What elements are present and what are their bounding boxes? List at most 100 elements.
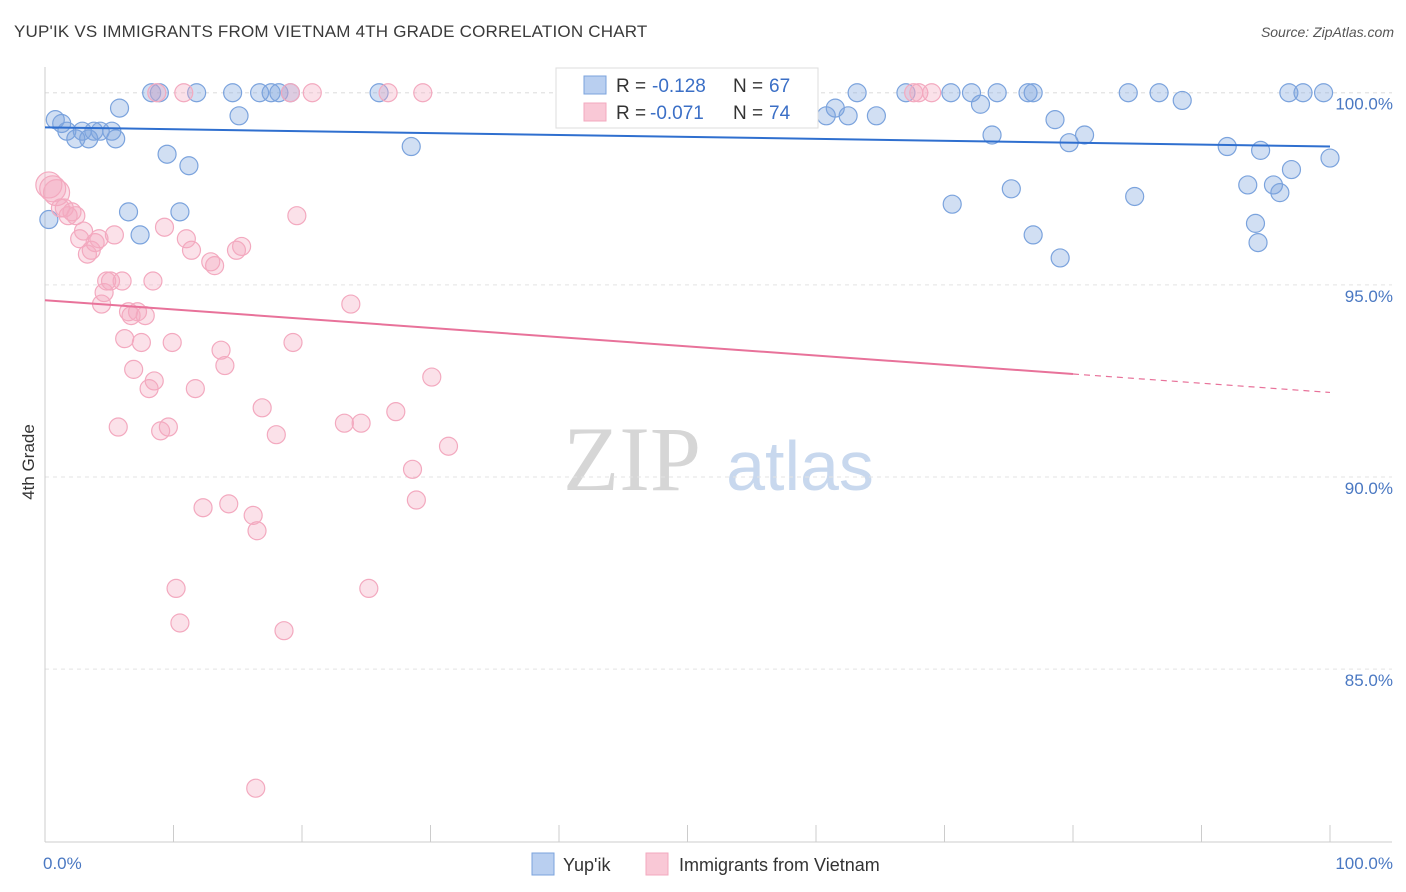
vietnam-point <box>211 340 231 360</box>
y-axis-title: 4th Grade <box>19 424 38 500</box>
vietnam-point <box>85 232 105 253</box>
vietnam-point <box>62 202 82 222</box>
y-tick-label: 100.0% <box>1335 95 1393 114</box>
vietnam-point <box>351 413 371 433</box>
yupik-point <box>249 83 270 103</box>
series-legend: Yup'ik Immigrants from Vietnam <box>531 852 880 876</box>
vietnam-point <box>181 240 202 260</box>
source-credit: Source: ZipAtlas.com <box>1260 24 1394 40</box>
vietnam-point <box>124 359 144 379</box>
vietnam-point <box>266 425 286 445</box>
yupik-point <box>157 144 177 164</box>
legend-swatch-yupik <box>583 75 607 95</box>
vietnam-point <box>252 398 272 418</box>
yupik-point <box>142 83 162 103</box>
vietnam-trend-line <box>44 299 1074 375</box>
yupik-point <box>179 156 199 176</box>
yupik-point <box>1279 83 1299 103</box>
vietnam-point <box>280 83 301 103</box>
yupik-point <box>1270 183 1290 203</box>
vietnam-point <box>274 621 294 641</box>
vietnam-point <box>112 271 132 291</box>
vietnam-point <box>413 83 433 103</box>
vietnam-point <box>131 332 151 353</box>
yupik-point <box>1045 110 1065 130</box>
yupik-point <box>269 83 289 103</box>
vietnam-point <box>402 459 423 479</box>
yupik-point <box>1023 225 1043 245</box>
vietnam-trend-extension <box>1072 373 1331 394</box>
vietnam-point <box>144 371 164 391</box>
vietnam-point <box>66 206 86 226</box>
vietnam-point <box>176 229 196 249</box>
stats-legend: R = -0.128 N = 67 R = -0.071 N = 74 <box>555 67 819 129</box>
vietnam-point <box>39 175 67 203</box>
yupik-point <box>106 129 126 149</box>
vietnam-point <box>378 83 398 103</box>
vietnam-point <box>243 505 263 525</box>
x-tick-label: 0.0% <box>43 854 82 873</box>
vietnam-point <box>170 613 190 633</box>
vietnam-point <box>247 521 267 541</box>
yupik-point <box>1251 140 1271 160</box>
vietnam-point <box>287 206 307 226</box>
vietnam-point <box>158 417 178 437</box>
yupik-point <box>1293 83 1313 103</box>
yupik-point <box>942 194 962 214</box>
data-points <box>35 83 1340 798</box>
y-tick-label: 95.0% <box>1345 287 1393 306</box>
yupik-point <box>1172 90 1192 111</box>
yupik-point <box>130 225 150 245</box>
vietnam-point <box>219 494 239 514</box>
yupik-point <box>170 202 190 222</box>
yupik-point <box>941 83 961 103</box>
legend-r-label-vietnam: R = <box>616 103 646 124</box>
yupik-point <box>987 83 1007 103</box>
yupik-point <box>1238 175 1258 195</box>
vietnam-point <box>232 236 252 257</box>
bottom-legend-label-vietnam: Immigrants from Vietnam <box>679 855 880 875</box>
yupik-point <box>1125 186 1145 207</box>
vietnam-point <box>162 332 182 353</box>
vietnam-point <box>185 379 205 399</box>
yupik-point <box>261 83 281 103</box>
vietnam-point <box>215 355 235 376</box>
bottom-legend-swatch-yupik <box>531 852 555 876</box>
vietnam-point <box>341 294 361 314</box>
vietnam-point <box>94 282 114 303</box>
legend-r-value-vietnam: -0.071 <box>650 103 704 124</box>
yupik-point <box>229 106 249 126</box>
vietnam-point <box>58 206 78 226</box>
yupik-point <box>847 83 867 103</box>
legend-r-label-yupik: R = <box>616 76 646 97</box>
legend-n-label-yupik: N = <box>733 76 763 97</box>
vietnam-point <box>73 221 94 241</box>
yupik-point <box>401 136 421 157</box>
yupik-point <box>1074 125 1095 145</box>
legend-n-label-vietnam: N = <box>733 103 763 124</box>
yupik-point <box>118 202 139 222</box>
yupik-point <box>1217 136 1237 157</box>
y-tick-label: 85.0% <box>1345 671 1393 690</box>
vietnam-point <box>438 436 459 456</box>
gridlines <box>45 92 1392 670</box>
legend-n-value-yupik: 67 <box>769 76 790 97</box>
yupik-point <box>1023 83 1043 103</box>
yupik-point <box>109 98 130 118</box>
yupik-point <box>838 106 858 126</box>
vietnam-point <box>100 271 121 291</box>
vietnam-point <box>147 83 167 103</box>
yupik-point <box>1149 83 1169 103</box>
watermark: ZIP atlas <box>563 408 874 510</box>
vietnam-point <box>77 244 98 264</box>
vietnam-point <box>922 83 942 103</box>
yupik-point <box>1313 83 1334 103</box>
bottom-legend-swatch-vietnam <box>645 852 669 876</box>
yupik-point <box>223 83 243 103</box>
legend-r-value-yupik: -0.128 <box>652 76 706 97</box>
x-tick-label: 100.0% <box>1335 854 1393 873</box>
watermark-zip: ZIP <box>563 408 701 510</box>
yupik-point <box>90 121 110 141</box>
vietnam-point <box>406 490 426 510</box>
